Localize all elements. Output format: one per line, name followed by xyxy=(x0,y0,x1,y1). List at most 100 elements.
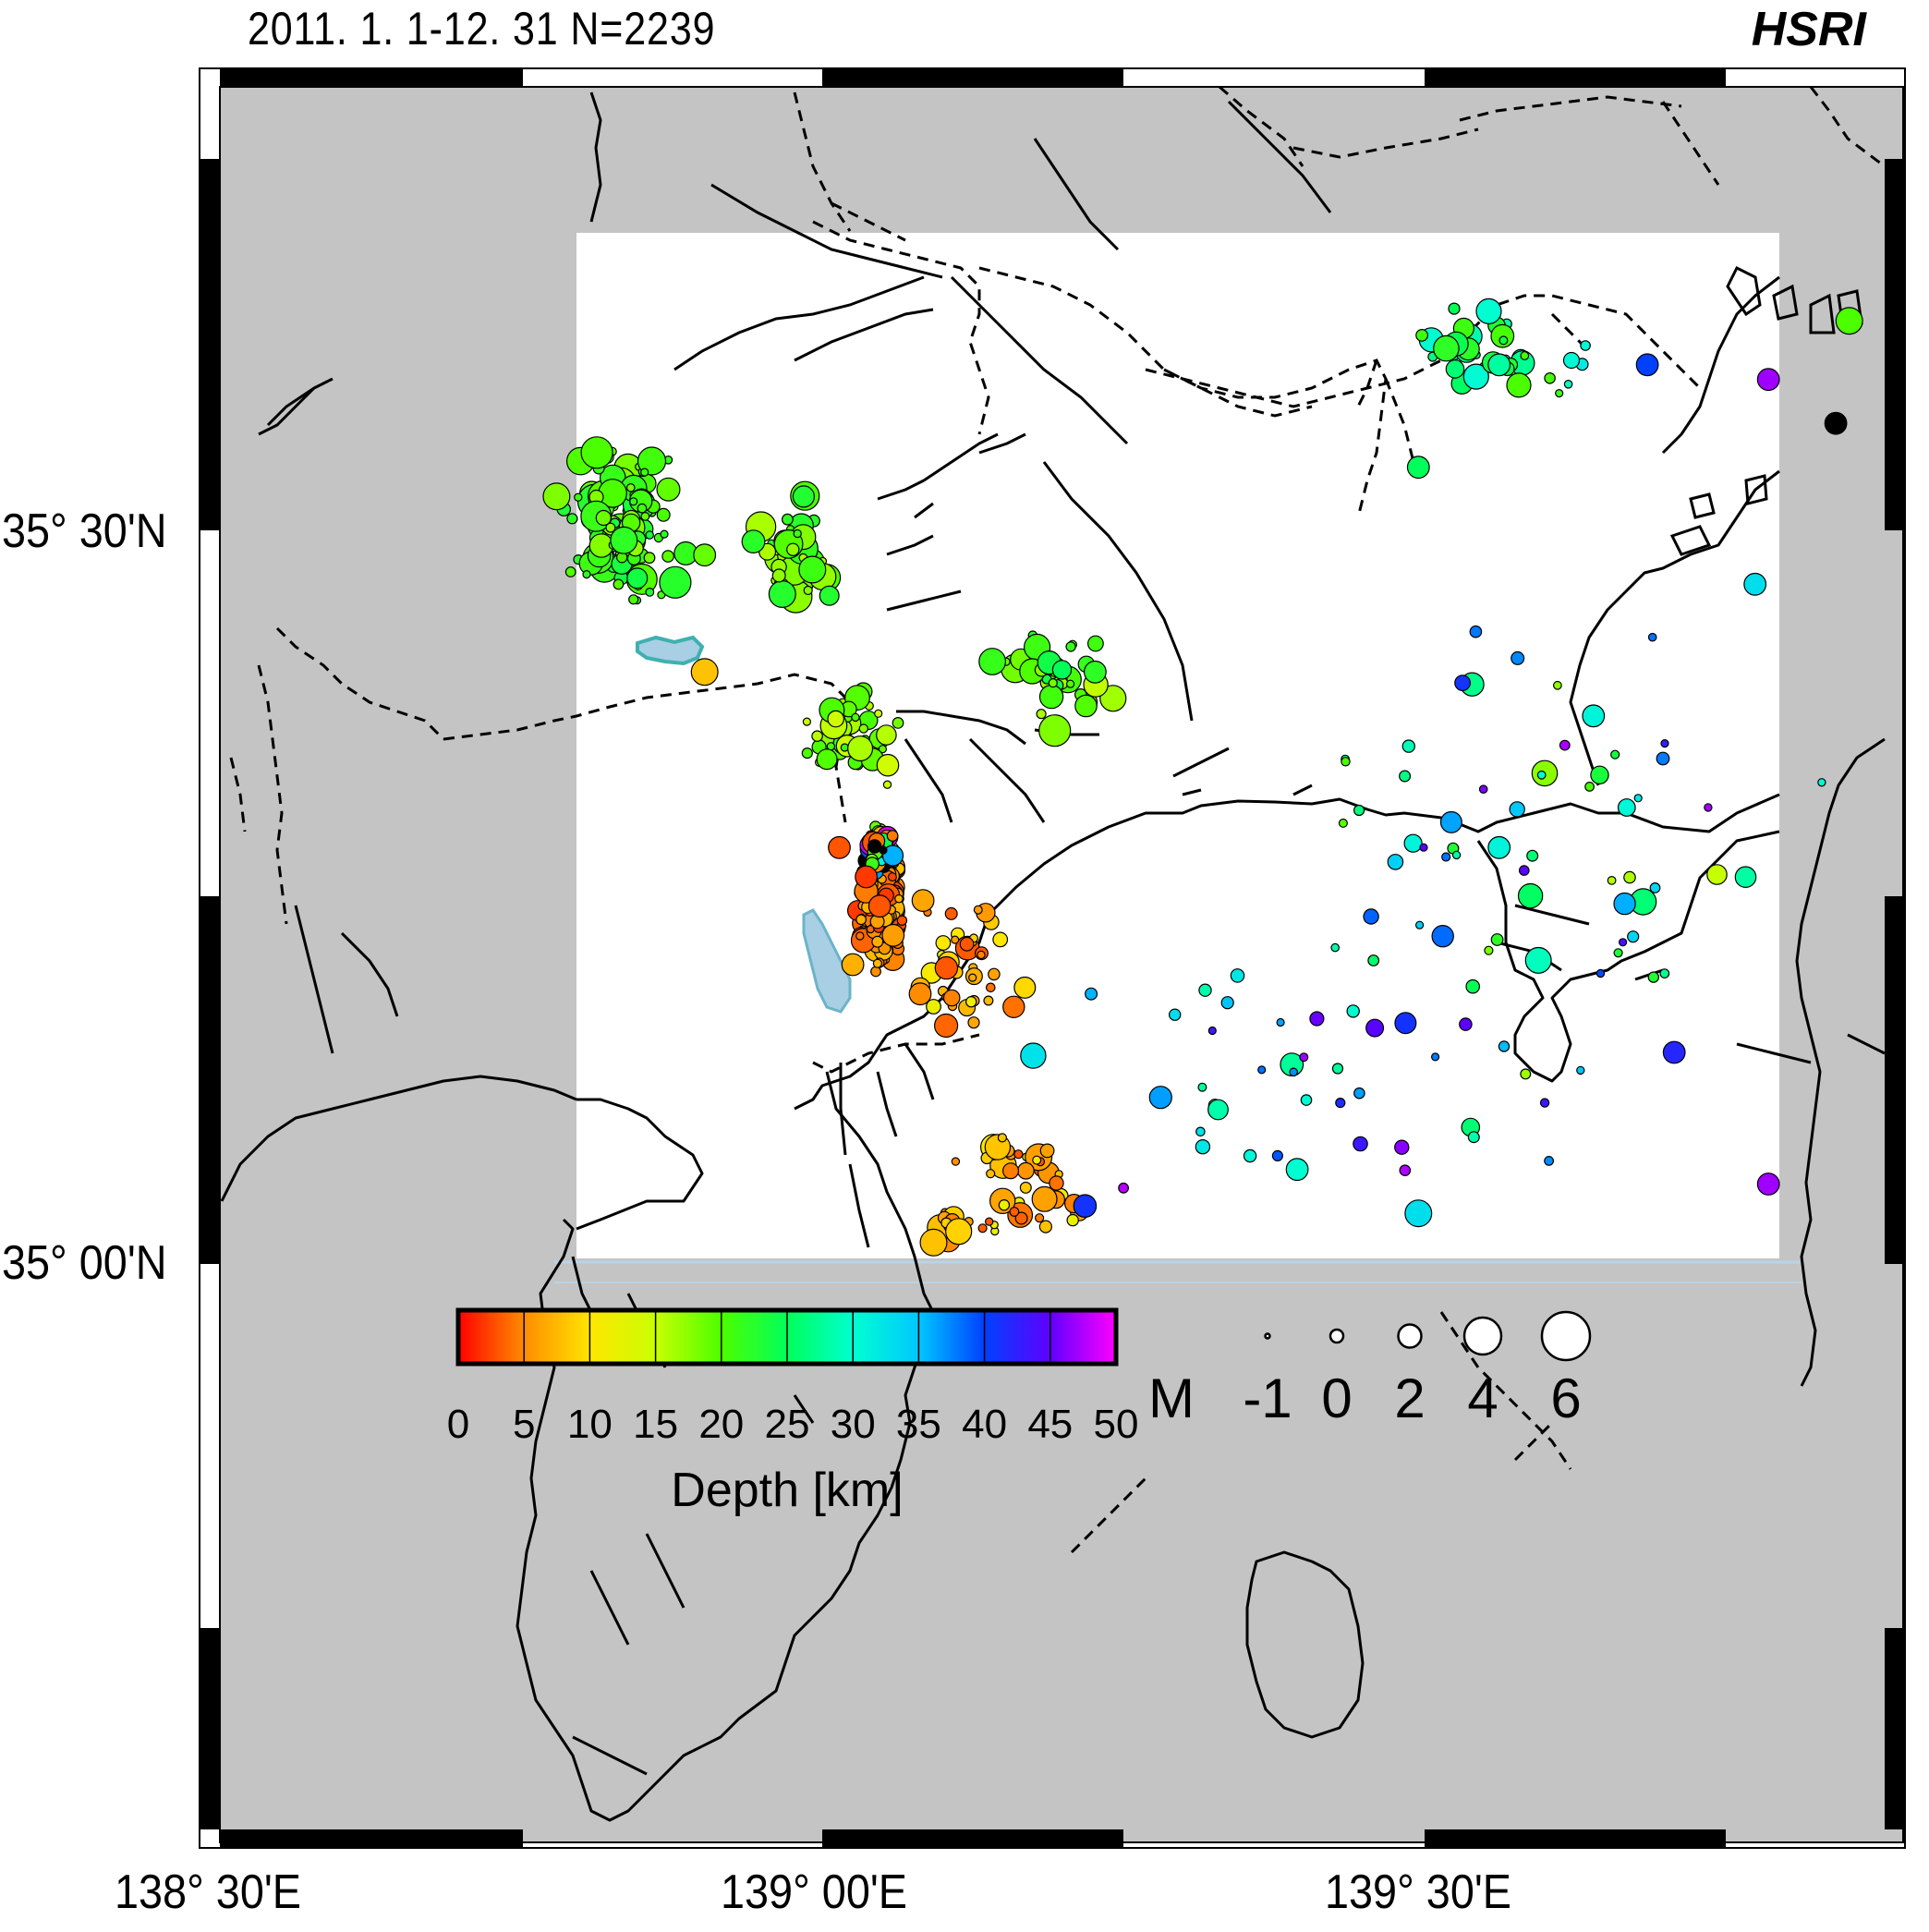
earthquake-event xyxy=(1353,804,1365,817)
earthquake-event xyxy=(1038,1220,1053,1233)
earthquake-event xyxy=(1394,1139,1410,1155)
earthquake-event xyxy=(1207,1026,1217,1036)
earthquake-event xyxy=(1431,925,1454,948)
earthquake-event xyxy=(802,717,812,726)
earthquake-event xyxy=(942,989,961,1007)
earthquake-event xyxy=(1439,810,1462,833)
earthquake-event xyxy=(892,717,904,729)
depth-tick-label: 20 xyxy=(698,1402,744,1447)
earthquake-event xyxy=(1445,359,1465,379)
depth-tick-label: 40 xyxy=(962,1402,1007,1447)
earthquake-event xyxy=(1207,1099,1229,1121)
earthquake-event xyxy=(1590,765,1609,785)
earthquake-event xyxy=(1353,1136,1368,1152)
earthquake-event xyxy=(811,730,823,742)
earthquake-event xyxy=(629,497,638,506)
earthquake-event xyxy=(1406,456,1430,480)
earthquake-event xyxy=(1448,302,1461,315)
earthquake-event xyxy=(645,530,654,540)
earthquake-event xyxy=(1510,650,1525,665)
earthquake-event xyxy=(1014,1211,1028,1225)
earthquake-event xyxy=(793,529,802,539)
earthquake-event xyxy=(1065,679,1075,688)
earthquake-event xyxy=(1002,995,1025,1019)
earthquake-event xyxy=(661,550,674,563)
earthquake-event xyxy=(1656,751,1670,766)
earthquake-event xyxy=(640,512,650,521)
depth-tick-label: 35 xyxy=(896,1402,941,1447)
earthquake-event xyxy=(564,566,576,577)
magnitude-symbol xyxy=(1462,1316,1503,1356)
earthquake-event xyxy=(1276,1017,1285,1027)
earthquake-event xyxy=(1734,866,1757,888)
earthquake-event xyxy=(1552,680,1562,690)
lake-ashi xyxy=(802,908,852,1014)
earthquake-event xyxy=(882,780,892,789)
earthquake-event xyxy=(1271,1149,1284,1162)
earthquake-event xyxy=(1289,1067,1298,1077)
earthquake-event xyxy=(1451,850,1462,860)
earthquake-event xyxy=(1031,1185,1058,1212)
earthquake-event xyxy=(1074,694,1098,718)
earthquake-event xyxy=(855,931,865,941)
earthquake-event xyxy=(919,1228,948,1257)
earthquake-event xyxy=(876,753,900,777)
magnitude-legend: M -1 0 2 4 6 xyxy=(1148,1310,1592,1429)
earthquake-event xyxy=(1613,892,1636,916)
earthquake-event xyxy=(643,552,656,565)
earthquake-event xyxy=(1610,749,1620,759)
depth-tick-label: 45 xyxy=(1027,1402,1073,1447)
earthquake-event xyxy=(935,935,952,951)
earthquake-event xyxy=(1520,1068,1532,1080)
earthquake-event xyxy=(1509,801,1525,818)
earthquake-event xyxy=(1415,329,1428,342)
earthquake-event xyxy=(1403,833,1423,853)
earthquake-event xyxy=(1085,987,1098,1001)
earthquake-event xyxy=(1038,684,1064,710)
earthquake-event xyxy=(771,568,786,583)
earthquake-event xyxy=(580,436,613,469)
lake-ashi-west xyxy=(636,635,705,666)
earthquake-event xyxy=(659,565,692,599)
earthquake-event xyxy=(1285,1158,1309,1182)
earthquake-event xyxy=(1467,1131,1480,1144)
earthquake-event xyxy=(1243,1148,1257,1163)
earthquake-event xyxy=(637,446,667,476)
earthquake-event xyxy=(1662,1040,1686,1064)
depth-tick-label: 15 xyxy=(633,1402,678,1447)
organization-label: HSRI xyxy=(1751,3,1866,56)
map-frame xyxy=(199,67,1906,1849)
lat-label-3530: 35° 30'N xyxy=(2,504,167,558)
earthquake-event xyxy=(1462,363,1489,390)
earthquake-event xyxy=(1414,920,1425,930)
earthquake-event xyxy=(1563,379,1573,389)
magnitude-symbol xyxy=(1328,1328,1345,1344)
earthquake-event xyxy=(798,555,827,584)
earthquake-event xyxy=(656,477,681,502)
earthquake-event xyxy=(967,1016,980,1029)
earthquake-event xyxy=(1020,1042,1047,1069)
earthquake-event xyxy=(1353,1087,1365,1100)
earthquake-event xyxy=(1487,353,1511,377)
earthquake-event xyxy=(984,1217,994,1226)
earthquake-event xyxy=(1490,933,1504,946)
earthquake-event xyxy=(1824,411,1848,435)
earthquake-event xyxy=(1623,870,1636,884)
earthquake-event xyxy=(1498,1040,1510,1052)
earthquake-event xyxy=(964,995,977,1008)
earthquake-event xyxy=(1627,930,1640,943)
earthquake-event xyxy=(1659,968,1670,978)
earthquake-event xyxy=(625,482,636,492)
earthquake-event xyxy=(1562,351,1581,370)
earthquake-event xyxy=(1441,852,1451,862)
earthquake-event xyxy=(1478,784,1488,794)
earthquake-event xyxy=(886,830,899,842)
earthquake-event xyxy=(1506,372,1532,398)
earthquake-event xyxy=(1013,976,1037,999)
earthquake-event xyxy=(983,995,994,1006)
earthquake-event xyxy=(1065,641,1076,652)
magnitude-label: 6 xyxy=(1550,1367,1581,1429)
earthquake-event xyxy=(951,1157,961,1166)
earthquake-event xyxy=(881,923,905,947)
earthquake-event xyxy=(1309,1011,1325,1027)
